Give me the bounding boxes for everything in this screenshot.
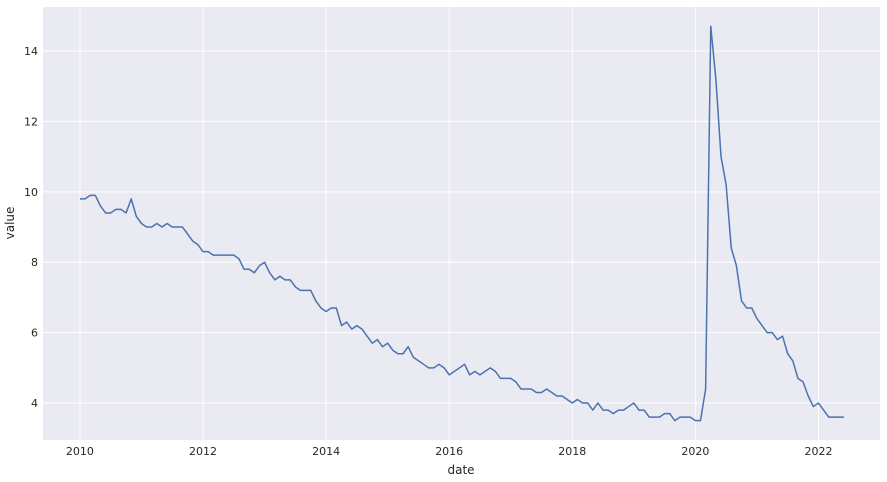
y-tick-label: 10 (24, 186, 38, 199)
y-tick-label: 12 (24, 115, 38, 128)
y-tick-label: 14 (24, 45, 38, 58)
y-tick-label: 8 (31, 256, 38, 269)
x-tick-label: 2014 (312, 445, 340, 458)
x-tick-label: 2022 (804, 445, 832, 458)
grid (43, 7, 880, 440)
x-tick-label: 2012 (189, 445, 217, 458)
x-tick-label: 2010 (66, 445, 94, 458)
plot-area (43, 7, 880, 440)
x-tick-label: 2018 (558, 445, 586, 458)
y-tick-label: 4 (31, 397, 38, 410)
x-axis-label: date (447, 463, 474, 477)
x-tick-label: 2016 (435, 445, 463, 458)
x-tick-label: 2020 (681, 445, 709, 458)
y-axis-label: value (3, 207, 17, 240)
y-tick-label: 6 (31, 327, 38, 340)
tick-labels: 2010 2012 2014 2016 2018 2020 2022 4 6 8 10 12 14 (24, 45, 832, 458)
series-line (79, 25, 845, 422)
